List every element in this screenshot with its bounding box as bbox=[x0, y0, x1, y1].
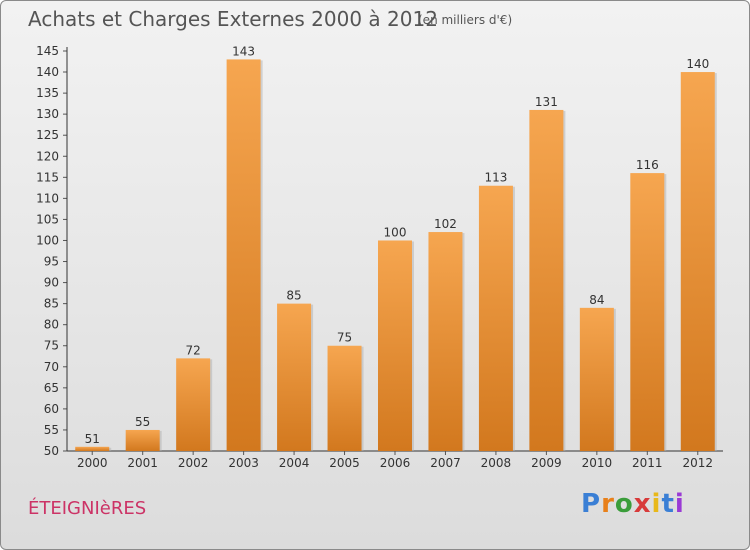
y-tick-label: 105 bbox=[36, 212, 59, 226]
logo-letter: x bbox=[633, 489, 652, 519]
chart-title: Achats et Charges Externes 2000 à 2012 bbox=[28, 7, 438, 31]
x-tick-label: 2001 bbox=[127, 456, 158, 470]
y-tick-label: 50 bbox=[44, 444, 59, 458]
y-tick-label: 70 bbox=[44, 360, 59, 374]
x-tick-label: 2007 bbox=[430, 456, 461, 470]
bar bbox=[327, 345, 362, 451]
bar bbox=[428, 232, 463, 451]
logo-letter: i bbox=[674, 489, 685, 519]
y-tick-label: 65 bbox=[44, 381, 59, 395]
y-tick-label: 80 bbox=[44, 318, 59, 332]
y-tick-label: 85 bbox=[44, 297, 59, 311]
logo-letter: r bbox=[601, 489, 615, 519]
bar bbox=[378, 240, 412, 451]
logo-letter: o bbox=[614, 489, 634, 519]
bar-value-label: 131 bbox=[535, 95, 558, 109]
bar-value-label: 143 bbox=[232, 44, 255, 58]
bar bbox=[579, 307, 614, 451]
bar bbox=[478, 185, 513, 451]
y-tick-label: 75 bbox=[44, 339, 59, 353]
x-tick-label: 2000 bbox=[77, 456, 108, 470]
y-tick-label: 140 bbox=[36, 65, 59, 79]
y-tick-label: 55 bbox=[44, 423, 59, 437]
x-tick-label: 2004 bbox=[279, 456, 310, 470]
bar bbox=[529, 109, 564, 452]
bar bbox=[176, 358, 211, 451]
bar-value-label: 140 bbox=[686, 57, 709, 71]
logo-letter: P bbox=[581, 489, 602, 519]
logo-letter: t bbox=[661, 489, 675, 519]
y-tick-label: 120 bbox=[36, 149, 59, 163]
y-tick-label: 125 bbox=[36, 128, 59, 142]
bar bbox=[125, 429, 160, 451]
bar bbox=[630, 173, 665, 451]
x-tick-label: 2003 bbox=[228, 456, 259, 470]
bar-value-label: 51 bbox=[85, 432, 100, 446]
y-tick-label: 135 bbox=[36, 86, 59, 100]
y-tick-label: 145 bbox=[36, 44, 59, 58]
x-tick-label: 2002 bbox=[178, 456, 209, 470]
y-tick-label: 100 bbox=[36, 233, 59, 247]
bar-value-label: 116 bbox=[636, 158, 659, 172]
y-tick-label: 130 bbox=[36, 107, 59, 121]
y-tick-label: 110 bbox=[36, 191, 59, 205]
x-tick-label: 2008 bbox=[481, 456, 512, 470]
bar-value-label: 72 bbox=[186, 343, 201, 357]
bar-value-label: 85 bbox=[286, 289, 301, 303]
bar-value-label: 84 bbox=[589, 293, 604, 307]
bar bbox=[226, 59, 261, 451]
bar bbox=[277, 303, 312, 451]
y-tick-label: 90 bbox=[44, 276, 59, 290]
bar-value-label: 75 bbox=[337, 331, 352, 345]
x-tick-label: 2010 bbox=[582, 456, 613, 470]
bar bbox=[75, 446, 110, 451]
x-tick-label: 2005 bbox=[329, 456, 360, 470]
bar-value-label: 100 bbox=[384, 225, 407, 239]
y-tick-label: 95 bbox=[44, 255, 59, 269]
x-tick-label: 2011 bbox=[632, 456, 663, 470]
bar-value-label: 55 bbox=[135, 415, 150, 429]
city-name: ÉTEIGNIèRES bbox=[28, 498, 147, 519]
y-tick-label: 60 bbox=[44, 402, 59, 416]
bar bbox=[680, 72, 715, 451]
x-tick-label: 2006 bbox=[380, 456, 411, 470]
proxiti-logo: Proxiti bbox=[581, 489, 685, 519]
x-tick-label: 2009 bbox=[531, 456, 562, 470]
logo-letter: i bbox=[651, 489, 662, 519]
y-tick-label: 115 bbox=[36, 170, 59, 184]
x-tick-label: 2012 bbox=[682, 456, 713, 470]
bar-value-label: 113 bbox=[484, 171, 507, 185]
chart-unit: (en milliers d'€) bbox=[418, 13, 513, 27]
bar-value-label: 102 bbox=[434, 217, 457, 231]
